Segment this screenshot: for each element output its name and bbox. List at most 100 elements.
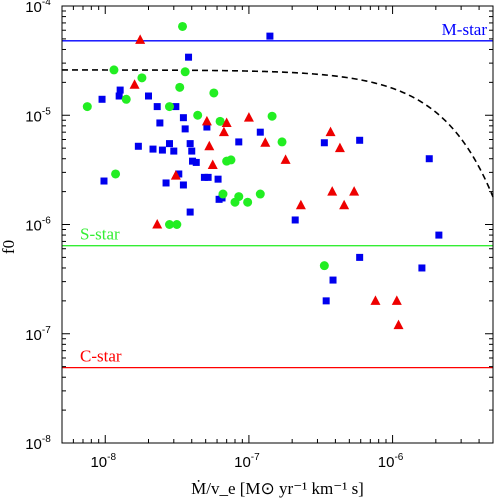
x-tick-label-2: 10-6	[378, 452, 404, 471]
y-tick-label-4: 10-4	[25, 0, 51, 16]
square-point-25	[203, 123, 211, 131]
triangle-point-9	[243, 112, 254, 122]
triangle-point-12	[295, 199, 306, 210]
triangle-point-20	[393, 319, 404, 330]
square-point-5	[144, 92, 152, 100]
triangle-point-5	[204, 140, 215, 151]
y-tick-label-0: 10-8	[25, 434, 51, 453]
square-point-31	[256, 128, 264, 136]
circle-point-19	[243, 197, 253, 207]
triangle-point-18	[370, 295, 381, 305]
annotations: M-star S-star C-star	[80, 20, 487, 366]
circle-point-22	[277, 137, 287, 147]
triangle-point-0	[129, 79, 140, 89]
square-point-37	[356, 253, 364, 261]
square-point-24	[200, 173, 208, 181]
square-point-10	[162, 179, 170, 187]
circle-point-16	[226, 155, 236, 165]
square-point-23	[192, 158, 200, 166]
triangle-point-6	[207, 159, 218, 170]
circle-point-4	[137, 73, 147, 83]
triangle-point-11	[280, 154, 291, 164]
hline-label-2: C-star	[80, 347, 122, 366]
square-point-14	[175, 170, 183, 178]
square-point-13	[172, 103, 180, 111]
square-point-19	[186, 140, 194, 148]
square-point-22	[189, 157, 197, 165]
circle-point-0	[82, 102, 92, 112]
square-point-3	[116, 86, 124, 94]
square-point-2	[115, 92, 123, 100]
square-point-6	[149, 145, 157, 153]
circle-point-1	[109, 65, 119, 75]
triangle-point-13	[325, 126, 336, 137]
square-point-40	[425, 155, 433, 163]
triangle-point-8	[221, 117, 232, 127]
circle-point-9	[178, 21, 188, 31]
square-point-9	[158, 146, 166, 154]
circle-point-10	[180, 67, 190, 77]
square-point-11	[165, 140, 173, 148]
square-point-33	[291, 216, 299, 224]
x-tick-label-0: 10-8	[90, 452, 116, 471]
square-point-32	[266, 32, 274, 40]
circle-point-5	[164, 102, 174, 112]
square-point-38	[356, 136, 364, 144]
square-point-12	[170, 147, 178, 155]
triangle-point-16	[339, 199, 350, 210]
square-point-35	[322, 297, 330, 305]
square-point-27	[214, 175, 222, 183]
circle-point-13	[215, 116, 225, 126]
dashed-fit-curve	[62, 69, 494, 198]
circle-point-11	[193, 110, 203, 120]
reference-lines	[62, 40, 493, 369]
triangle-point-17	[349, 186, 360, 196]
square-point-34	[320, 139, 328, 147]
square-point-21	[188, 147, 196, 155]
square-point-8	[156, 119, 164, 127]
hline-label-1: S-star	[80, 225, 120, 244]
square-point-15	[179, 114, 187, 122]
axis-ticks: 10-8 10-7 10-6 10-8 10-7 10-6 10-5 10-4	[25, 0, 494, 471]
square-point-0	[98, 95, 106, 103]
triangle-point-3	[170, 170, 181, 180]
circle-point-18	[234, 192, 244, 202]
triangle-point-14	[327, 186, 338, 196]
square-point-4	[134, 142, 142, 150]
triangle-point-19	[391, 295, 402, 305]
circle-point-6	[164, 220, 174, 229]
triangle-point-7	[218, 126, 229, 137]
x-tick-label-1: 10-7	[234, 452, 260, 471]
circle-point-8	[175, 82, 185, 92]
y-axis-label: f0	[0, 240, 18, 254]
square-point-20	[186, 208, 194, 216]
circle-point-21	[267, 111, 277, 121]
square-point-26	[204, 173, 212, 181]
triangle-point-1	[135, 34, 146, 44]
triangle-point-2	[152, 219, 163, 229]
hline-label-0: M-star	[442, 20, 488, 39]
square-point-41	[435, 231, 443, 239]
x-axis-label: Ṁ/v_e [M⊙ yr⁻¹ km⁻¹ s]	[191, 479, 364, 498]
circle-point-23	[319, 261, 329, 271]
square-point-39	[418, 264, 426, 272]
circle-point-12	[209, 88, 219, 98]
square-point-7	[153, 103, 161, 111]
square-point-30	[235, 138, 243, 146]
circle-point-2	[111, 169, 121, 179]
data-points	[82, 21, 443, 330]
square-point-16	[179, 181, 187, 189]
square-point-17	[181, 125, 189, 133]
square-point-18	[185, 53, 193, 61]
y-tick-label-1: 10-7	[25, 325, 51, 344]
y-tick-label-2: 10-6	[25, 216, 51, 235]
triangle-point-10	[260, 137, 271, 147]
circle-point-14	[218, 189, 228, 199]
square-point-1	[100, 177, 108, 185]
square-point-36	[329, 276, 337, 284]
y-tick-label-3: 10-5	[25, 106, 51, 125]
circle-point-20	[255, 189, 265, 199]
circle-point-3	[121, 94, 131, 104]
triangle-point-4	[201, 115, 212, 126]
